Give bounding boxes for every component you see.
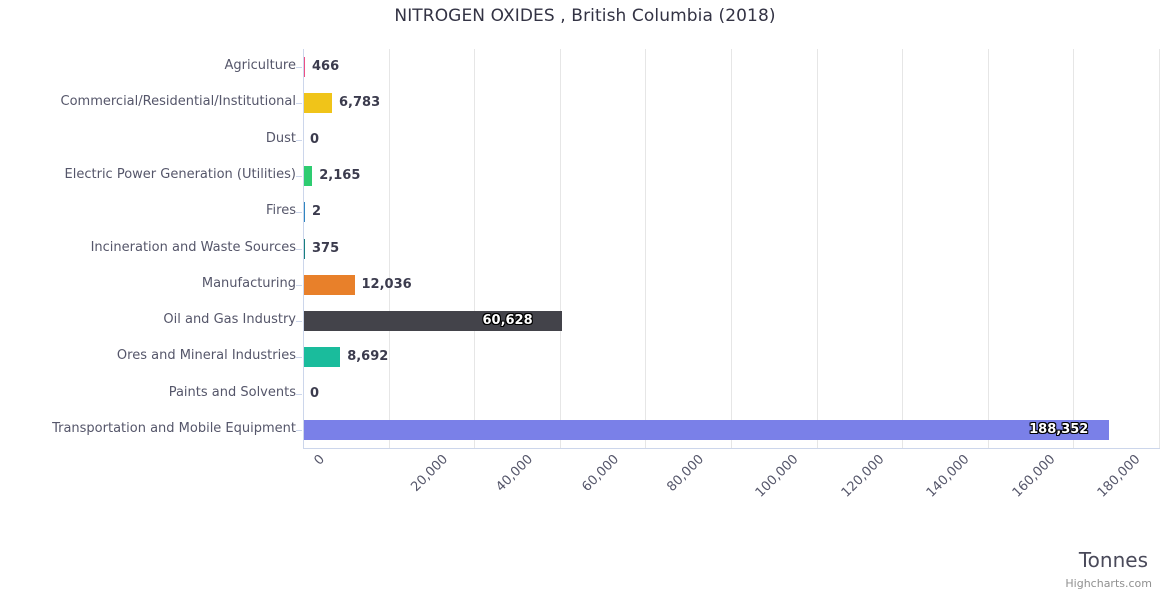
x-axis-tick-label: 80,000 [664, 452, 708, 495]
bar[interactable] [303, 202, 305, 223]
bar[interactable] [303, 93, 333, 114]
x-axis-tick-label: 0 [311, 452, 328, 469]
gridline [902, 49, 904, 448]
x-axis-tick-label: 60,000 [579, 452, 622, 495]
x-axis-title: Tonnes [1078, 548, 1148, 572]
x-axis-tick-label: 100,000 [752, 452, 802, 501]
y-axis-tick [296, 357, 302, 359]
category-label[interactable]: Incineration and Waste Sources [90, 239, 296, 255]
gridline [645, 49, 647, 448]
category-label[interactable]: Transportation and Mobile Equipment [52, 420, 296, 436]
gridline [474, 49, 476, 448]
x-axis-tick-label: 40,000 [493, 452, 537, 495]
bar[interactable] [303, 311, 563, 332]
bar-value-label: 0 [310, 385, 320, 401]
bar[interactable] [303, 165, 313, 186]
bar[interactable] [303, 238, 305, 259]
bar-value-label: 375 [312, 240, 340, 256]
category-label[interactable]: Ores and Mineral Industries [116, 348, 296, 364]
category-label[interactable]: Manufacturing [201, 275, 296, 291]
x-axis-tick-labels: 0 20,000 40,000 60,000 80,000 100,000 120,000 1… [303, 452, 1163, 532]
category-label[interactable]: Paints and Solvents [168, 384, 296, 400]
bar[interactable] [303, 347, 341, 368]
bar[interactable] [303, 419, 1110, 440]
plot-area: 466 6,783 0 2,165 2 375 12,036 60,628 8,692 0 188,… [303, 49, 1160, 448]
y-axis-tick [296, 175, 302, 177]
category-label[interactable]: Agriculture [224, 58, 297, 74]
bar-value-label: 8,692 [347, 349, 389, 365]
chart-credits: Highcharts.com [1065, 577, 1152, 590]
category-label[interactable]: Dust [265, 130, 296, 146]
bar[interactable] [303, 57, 305, 78]
bar-value-label: 2 [312, 204, 322, 220]
y-axis-tick [296, 67, 302, 69]
y-axis-line [303, 49, 304, 448]
bar-value-label: 12,036 [361, 276, 412, 292]
bar-value-label: 188,352 [1029, 421, 1089, 437]
y-axis-tick [296, 248, 302, 250]
y-axis-tick [296, 429, 302, 431]
bar[interactable] [303, 274, 355, 295]
bar-value-label: 466 [312, 59, 340, 75]
y-axis-tick [296, 393, 302, 395]
gridline [559, 49, 561, 448]
bar-value-label: 0 [310, 131, 320, 147]
y-axis-tick [296, 212, 302, 214]
y-axis-tick [296, 103, 302, 105]
category-label[interactable]: Fires [266, 203, 296, 219]
y-axis-tick [296, 139, 302, 141]
category-label[interactable]: Electric Power Generation (Utilities) [64, 166, 296, 182]
gridline [388, 49, 390, 448]
gridline [987, 49, 989, 448]
y-axis-tick [296, 321, 302, 323]
x-axis-tick-label: 20,000 [407, 452, 451, 495]
y-axis-category-labels: Agriculture Commercial/Residential/Instit… [0, 49, 302, 448]
bar-value-label: 60,628 [482, 313, 533, 329]
x-axis-tick-label: 180,000 [1095, 452, 1144, 501]
x-axis-tick-label: 160,000 [1009, 452, 1059, 501]
category-label[interactable]: Oil and Gas Industry [163, 312, 296, 328]
x-axis-line [303, 448, 1160, 449]
gridline [816, 49, 818, 448]
bar-value-label: 2,165 [319, 167, 361, 183]
gridline [1159, 49, 1160, 448]
x-axis-tick-label: 140,000 [923, 452, 973, 501]
gridline [731, 49, 732, 448]
y-axis-tick [296, 284, 302, 286]
bar-value-label: 6,783 [339, 95, 381, 111]
chart-title: NITROGEN OXIDES , British Columbia (2018… [394, 6, 776, 26]
category-label[interactable]: Commercial/Residential/Institutional [60, 94, 297, 110]
gridline [1073, 49, 1075, 448]
x-axis-tick-label: 120,000 [838, 452, 887, 501]
